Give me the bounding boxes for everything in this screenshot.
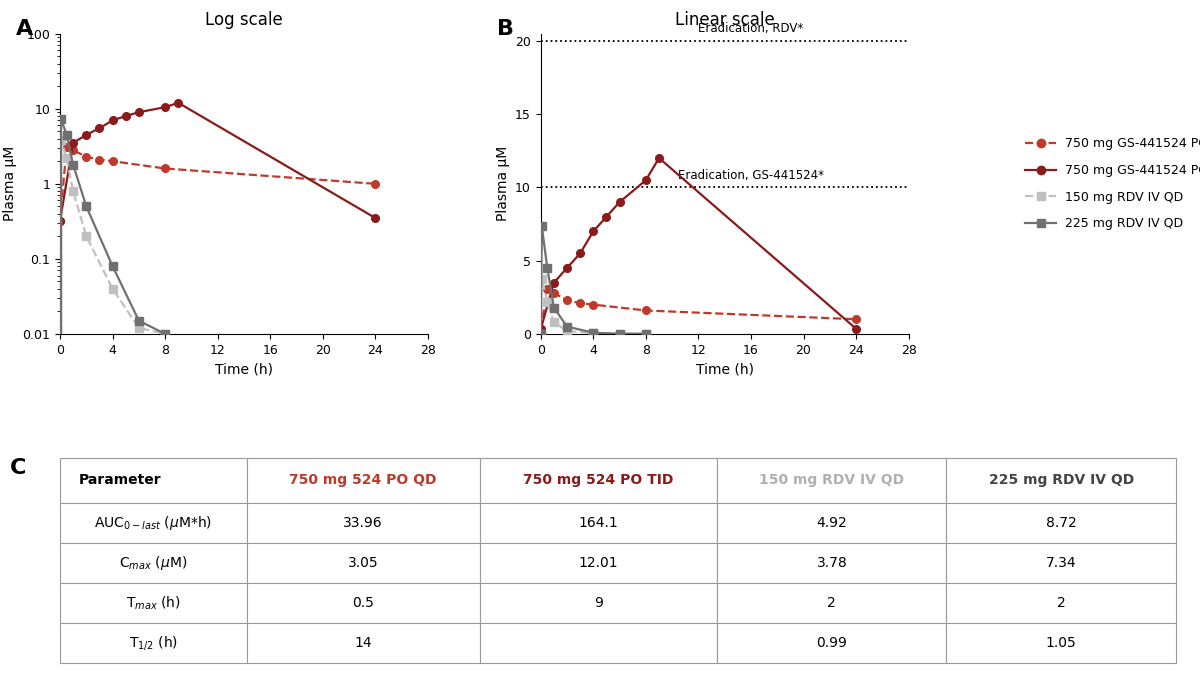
Text: A: A xyxy=(16,19,34,38)
Text: B: B xyxy=(497,19,514,38)
Text: Eradication, RDV*: Eradication, RDV* xyxy=(698,22,804,35)
Y-axis label: Plasma μM: Plasma μM xyxy=(2,146,17,222)
Title: Log scale: Log scale xyxy=(205,11,283,30)
Text: C: C xyxy=(10,458,26,479)
Legend: 750 mg GS-441524 PO QD, 750 mg GS-441524 PO TID, 150 mg RDV IV QD, 225 mg RDV IV: 750 mg GS-441524 PO QD, 750 mg GS-441524… xyxy=(1020,132,1200,235)
X-axis label: Time (h): Time (h) xyxy=(696,362,754,376)
Text: Eradication, GS-441524*: Eradication, GS-441524* xyxy=(678,168,824,181)
Y-axis label: Plasma μM: Plasma μM xyxy=(496,146,510,222)
X-axis label: Time (h): Time (h) xyxy=(215,362,272,376)
Title: Linear scale: Linear scale xyxy=(674,11,774,30)
